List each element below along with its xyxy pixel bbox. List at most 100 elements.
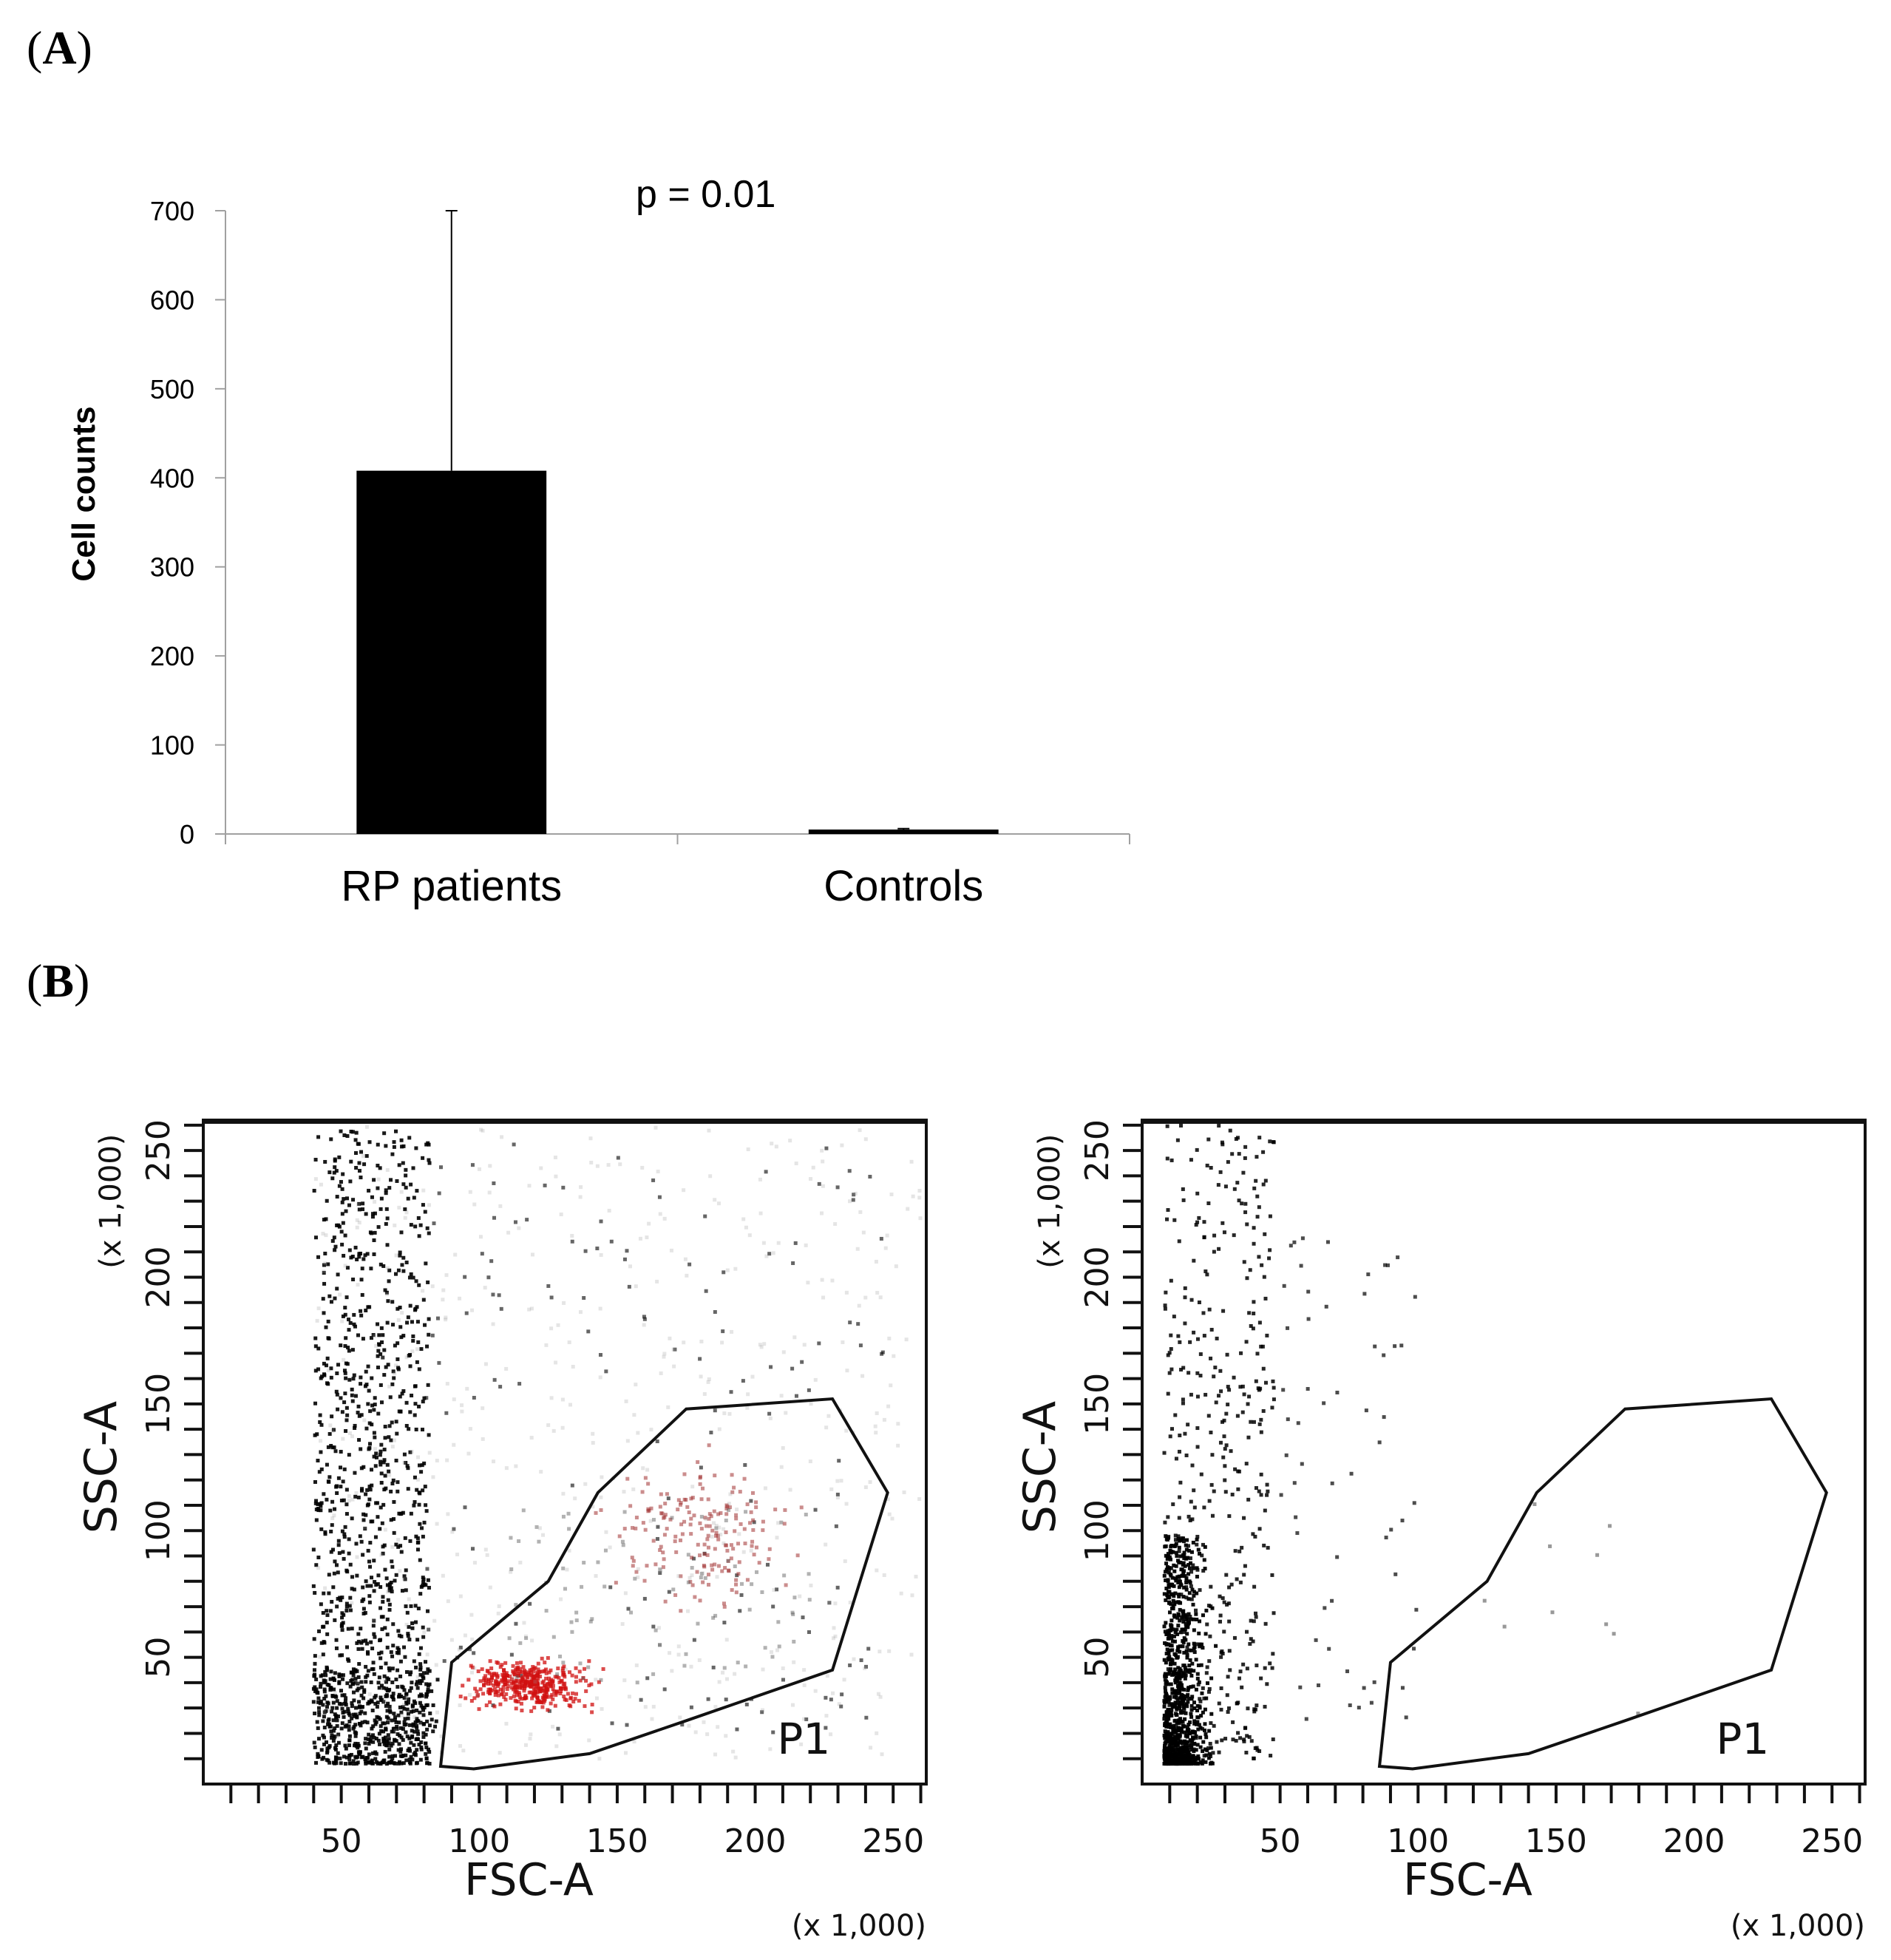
event-dot: [361, 1639, 365, 1644]
event-dot: [329, 1529, 333, 1533]
event-dot: [393, 1754, 398, 1758]
event-dot: [1177, 1575, 1181, 1579]
event-dot: [1223, 1184, 1228, 1189]
bar: [356, 470, 547, 834]
event-dot: [1195, 1534, 1200, 1539]
event-dot: [378, 1584, 383, 1589]
event-dot: [659, 1544, 663, 1549]
event-dot: [1192, 1669, 1196, 1673]
event-dot: [515, 1693, 519, 1698]
event-dot: [896, 1443, 900, 1448]
event-dot: [314, 1760, 319, 1765]
event-dot: [481, 1692, 486, 1696]
event-dot: [523, 1684, 527, 1689]
event-dot: [840, 1143, 844, 1147]
event-dot: [724, 1503, 729, 1508]
event-dot: [802, 1343, 807, 1347]
event-dot: [540, 1705, 545, 1709]
event-dot: [332, 1735, 336, 1740]
event-dot: [413, 1475, 417, 1479]
event-dot: [745, 1578, 750, 1582]
event-dot: [431, 1703, 435, 1707]
event-dot: [638, 1236, 642, 1241]
event-dot: [514, 1706, 518, 1711]
event-dot: [705, 1524, 709, 1528]
event-dot: [1167, 1717, 1171, 1721]
event-dot: [1181, 1539, 1186, 1544]
event-dot: [425, 1719, 430, 1723]
event-dot: [668, 1651, 672, 1655]
event-dot: [393, 1737, 397, 1742]
event-dot: [1166, 1749, 1170, 1754]
event-dot: [747, 1233, 752, 1238]
event-dot: [1252, 1186, 1257, 1190]
event-dot: [1196, 1727, 1201, 1732]
event-dot: [398, 1253, 402, 1258]
event-dot: [792, 1596, 797, 1600]
event-dot: [827, 1601, 832, 1605]
event-dot: [589, 1160, 594, 1164]
event-dot: [472, 1666, 477, 1670]
event-dot: [536, 1661, 540, 1666]
event-dot: [889, 1193, 894, 1197]
event-dot: [389, 1178, 393, 1182]
event-dot: [385, 1709, 390, 1713]
event-dot: [427, 1585, 431, 1590]
event-dot: [390, 1741, 395, 1746]
event-dot: [1174, 1723, 1178, 1728]
event-dot: [1244, 1340, 1249, 1344]
event-dot: [562, 1301, 566, 1305]
event-dot: [335, 1371, 339, 1375]
event-dot: [417, 1404, 421, 1408]
event-dot: [625, 1723, 629, 1727]
event-dot: [1166, 1579, 1170, 1584]
event-dot: [366, 1364, 370, 1369]
event-dot: [1191, 1563, 1195, 1567]
event-dot: [541, 1533, 546, 1537]
event-dot: [1176, 1559, 1181, 1563]
event-dot: [707, 1128, 711, 1133]
event-dot: [335, 1286, 339, 1291]
event-dot: [1186, 1743, 1191, 1748]
event-dot: [1203, 1707, 1207, 1712]
event-dot: [496, 1682, 500, 1686]
event-dot: [1182, 1761, 1186, 1766]
event-dot: [1167, 1722, 1172, 1726]
event-dot: [703, 1214, 707, 1218]
event-dot: [364, 1756, 369, 1760]
event-dot: [1255, 1748, 1260, 1752]
event-dot: [340, 1212, 344, 1216]
event-dot: [554, 1174, 558, 1179]
event-dot: [1213, 1366, 1218, 1370]
event-dot: [344, 1502, 349, 1507]
event-dot: [1166, 1595, 1170, 1599]
event-dot: [329, 1137, 333, 1142]
event-dot: [1191, 1684, 1195, 1689]
event-dot: [411, 1723, 415, 1728]
event-dot: [1178, 1752, 1182, 1757]
event-dot: [516, 1700, 520, 1704]
event-dot: [1232, 1187, 1237, 1191]
event-dot: [1206, 1746, 1211, 1750]
event-dot: [852, 1193, 856, 1197]
event-dot: [424, 1757, 429, 1761]
event-dot: [333, 1671, 337, 1675]
event-dot: [416, 1455, 421, 1459]
event-dot: [1184, 1547, 1189, 1552]
event-dot: [421, 1488, 425, 1493]
event-dot: [1181, 1644, 1185, 1649]
event-dot: [781, 1666, 785, 1671]
event-dot: [402, 1720, 407, 1724]
event-dot: [390, 1300, 395, 1304]
event-dot: [381, 1551, 385, 1556]
event-dot: [1255, 1155, 1259, 1159]
event-dot: [1194, 1223, 1198, 1227]
event-dot: [739, 1522, 743, 1526]
event-dot: [517, 1382, 522, 1386]
event-dot: [583, 1704, 587, 1709]
event-dot: [367, 1485, 372, 1489]
event-dot: [344, 1604, 349, 1609]
event-dot: [384, 1726, 388, 1731]
event-dot: [1173, 1712, 1178, 1716]
event-dot: [401, 1388, 406, 1393]
